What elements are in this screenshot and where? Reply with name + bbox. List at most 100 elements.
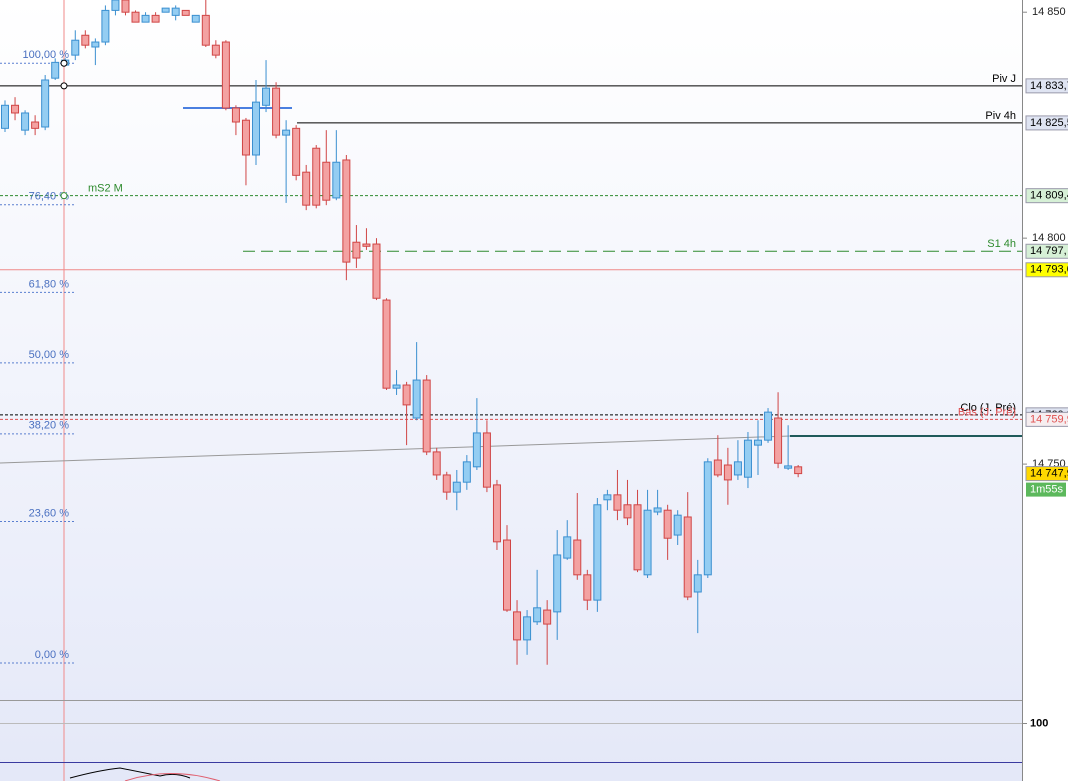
level-label: Piv 4h — [985, 110, 1016, 122]
candle-body — [21, 112, 30, 131]
candle-body — [683, 516, 692, 598]
candle-body — [201, 14, 210, 46]
candle-body — [573, 539, 582, 576]
candle-body — [191, 14, 200, 23]
candle-body — [362, 243, 371, 247]
price-tag — [1025, 115, 1068, 131]
candle-body — [372, 243, 381, 299]
anchor-point — [60, 82, 68, 90]
overlay: 100,00 % 76,40 % 61,80 % 50,00 % 38,20 % 23,6… — [0, 49, 1022, 724]
price-tag-label: 14 747,9 — [1030, 468, 1068, 480]
candle-body — [292, 127, 301, 176]
candle-body — [673, 514, 682, 536]
price-tag-label: 14 833,7 — [1030, 80, 1068, 92]
candle-body — [794, 466, 803, 475]
candle-body — [181, 9, 190, 16]
candle-body — [513, 611, 522, 641]
candle-body — [432, 451, 441, 476]
candle-body — [754, 439, 762, 446]
candle-body — [91, 41, 100, 48]
candle-body — [774, 417, 783, 464]
candle-body — [352, 241, 361, 259]
plot-background — [0, 0, 1022, 781]
candle-body — [764, 411, 773, 441]
candle-body — [51, 61, 60, 79]
candle-body — [81, 34, 90, 46]
candle-body — [282, 129, 291, 136]
indicator-curve — [69, 767, 191, 779]
fib-label: 61,80 % — [29, 278, 70, 290]
indicator-curve — [124, 773, 221, 781]
candle-body — [272, 87, 281, 136]
level-label: Bas (J. Pré) — [958, 406, 1016, 418]
candle-body — [784, 465, 793, 469]
candle-body — [633, 504, 642, 571]
candle-body — [302, 171, 311, 206]
fib-label: 76,40 % — [29, 191, 70, 203]
candle-body — [71, 39, 80, 56]
candle-body — [252, 101, 260, 156]
candle-body — [101, 9, 110, 43]
level-label: Piv J — [992, 73, 1016, 85]
anchor-point — [60, 59, 68, 67]
candle-body — [543, 609, 552, 625]
countdown: 1m55s — [1030, 484, 1064, 496]
candle-body — [342, 159, 351, 263]
candle-body — [462, 461, 471, 483]
price-tag-label: 14 825,5 — [1030, 117, 1068, 129]
candle-body — [322, 161, 331, 201]
price-tag-label: 14 793,0 — [1030, 264, 1068, 276]
candle-body — [231, 107, 240, 123]
candle-body — [593, 504, 602, 601]
price-tag-label: 14 759,9 — [1030, 413, 1068, 425]
candle-body — [131, 11, 140, 23]
candle-body — [412, 379, 421, 419]
candle-body — [743, 439, 752, 478]
candle-body — [442, 474, 451, 493]
y-tick-label: 14 850 — [1032, 6, 1066, 18]
candle-body — [553, 554, 562, 613]
candle-body — [563, 536, 572, 559]
level-label: mS2 M — [88, 183, 123, 195]
level-label: Clo (J. Pré) — [960, 402, 1016, 414]
plot-area — [0, 0, 1022, 665]
price-tag-label: 14 809,4 — [1030, 190, 1068, 202]
candle-body — [211, 44, 220, 56]
candle-body — [603, 494, 612, 501]
candle-body — [533, 607, 542, 623]
anchor-point — [60, 192, 68, 200]
countdown-tag — [1026, 482, 1066, 497]
candle-body — [713, 459, 722, 476]
candle-body — [733, 461, 742, 476]
candle-body — [492, 484, 501, 543]
candle-body — [121, 0, 130, 13]
candle-body — [241, 119, 250, 156]
fib-label: 0,00 % — [35, 649, 69, 661]
candle-body — [382, 299, 391, 389]
candle-body — [31, 121, 40, 129]
price-tag — [1025, 243, 1068, 259]
candle-body — [171, 7, 180, 16]
candle-body — [422, 379, 431, 453]
candle-body — [312, 147, 321, 206]
fib-label: 100,00 % — [23, 49, 70, 61]
candle-body — [111, 0, 120, 11]
candle-body — [452, 481, 461, 493]
price-tag-label: 14 797, — [1030, 245, 1067, 257]
price-tag — [1025, 78, 1068, 94]
candle-body — [332, 161, 341, 199]
candle-body — [703, 461, 712, 576]
candle-body — [141, 14, 150, 23]
candle-body — [402, 384, 411, 406]
candle-body — [583, 574, 592, 601]
fib-label: 23,60 % — [29, 507, 70, 519]
candle-body — [161, 7, 170, 13]
candle-body — [723, 464, 732, 481]
candle-body — [472, 432, 481, 468]
candle-body — [151, 14, 160, 23]
candle-body — [11, 104, 20, 114]
candle-body — [1, 104, 9, 129]
trend-line — [0, 435, 791, 464]
